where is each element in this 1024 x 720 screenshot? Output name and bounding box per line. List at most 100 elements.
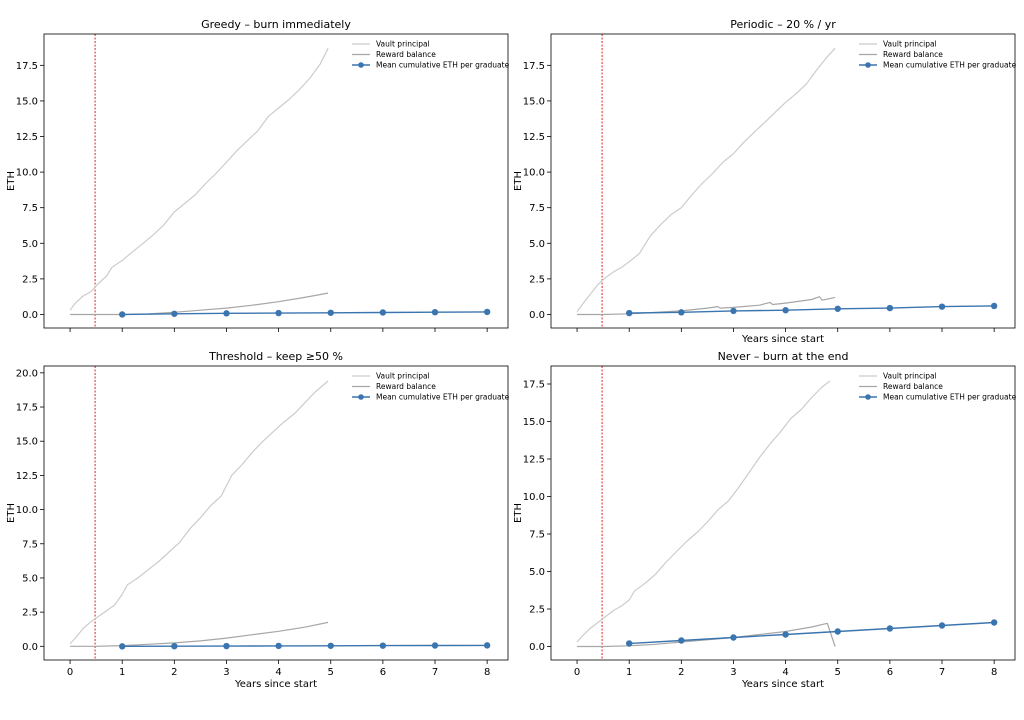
x-tick-label: 0 [574,667,580,678]
x-tick-label: 1 [119,667,125,678]
x-tick-label: 2 [678,667,684,678]
subplot-title: Threshold – keep ≥50 % [208,350,343,363]
x-tick-label: 6 [887,667,893,678]
series-line-1 [69,380,329,645]
data-point [483,308,491,316]
x-axis-label: Years since start [741,679,824,690]
y-tick-label: 10.0 [523,168,545,179]
x-tick-label: 1 [626,667,632,678]
data-point [834,628,841,635]
subplot-title: Never – burn at the end [718,350,849,363]
data-point [119,311,126,318]
legend-entry: Reward balance [883,382,943,391]
x-tick-label: 4 [782,667,788,678]
legend-entry: Vault principal [883,40,937,49]
subplot-3: Threshold – keep ≥50 %0.02.55.07.510.012… [6,350,510,690]
data-point [119,643,126,650]
x-tick-label: 7 [432,667,438,678]
legend-entry: Reward balance [376,50,436,59]
legend-marker [865,62,871,68]
data-point [275,309,282,317]
series-line-3 [122,644,488,647]
x-tick-label: 0 [67,667,73,678]
data-point [730,307,737,315]
y-tick-label: 5.0 [529,567,545,578]
y-tick-label: 17.5 [16,403,38,414]
legend-entry: Reward balance [883,50,943,59]
legend-entry: Reward balance [376,382,436,391]
x-tick-label: 3 [223,667,229,678]
y-tick-label: 0.0 [529,642,545,653]
legend-entry: Mean cumulative ETH per graduate [883,61,1017,70]
x-axis-label: Years since start [234,679,317,690]
data-point [782,631,789,638]
y-axis-label: ETH [6,503,17,523]
legend-entry: Mean cumulative ETH per graduate [376,61,510,70]
series-line-2 [70,621,329,647]
series-line-1 [69,47,329,311]
series-line-2 [70,292,329,316]
data-point [275,642,282,650]
subplot-title: Periodic – 20 % / yr [730,18,836,31]
data-point [782,307,789,314]
y-tick-label: 17.5 [523,61,545,72]
series-line-3 [629,621,995,645]
y-tick-label: 7.5 [529,530,545,541]
data-point [431,308,439,316]
y-axis-label: ETH [513,503,524,523]
y-tick-label: 12.5 [523,455,545,466]
data-point [327,309,334,316]
legend-entry: Vault principal [376,372,430,381]
data-point [171,642,178,650]
data-point [990,302,998,310]
plot-frame [43,365,509,661]
data-point [223,310,230,317]
y-tick-label: 15.0 [16,96,38,107]
x-tick-label: 6 [380,667,386,678]
y-tick-label: 5.0 [22,573,38,584]
plot-frame [43,33,509,329]
y-tick-label: 15.0 [16,437,38,448]
legend-entry: Mean cumulative ETH per graduate [376,393,510,402]
y-axis-label: ETH [6,171,17,191]
x-tick-label: 8 [484,667,490,678]
data-point [327,642,334,649]
data-point [990,619,998,626]
series-line-1 [576,380,831,643]
y-tick-label: 17.5 [16,61,38,72]
data-point [431,642,439,649]
subplot-2: Periodic – 20 % / yr 0.0 2.5 5.0 7.5 10.0 12.5… [513,18,1017,345]
x-tick-label: 8 [991,667,997,678]
y-tick-label: 10.0 [523,492,545,503]
legend-entry: Mean cumulative ETH per graduate [883,393,1017,402]
y-tick-label: 7.5 [529,203,545,214]
y-tick-label: 17.5 [523,380,545,391]
x-tick-label: 2 [171,667,177,678]
y-tick-label: 0.0 [529,310,545,321]
y-tick-label: 2.5 [529,605,545,616]
data-point [626,640,633,647]
y-tick-label: 15.0 [523,96,545,107]
y-tick-label: 20.0 [16,368,38,379]
data-point [938,303,946,310]
y-tick-label: 2.5 [529,274,545,285]
data-point [483,642,491,649]
subplot-4: Never – burn at the end 0.0 2.5 5.0 7.5 10.0 1… [513,350,1017,690]
x-tick-label: 5 [328,667,334,678]
data-point [678,637,685,644]
y-tick-label: 12.5 [16,132,38,143]
data-point [379,642,387,649]
series-line-3 [122,311,488,316]
legend-entry: Vault principal [883,372,937,381]
legend-marker [865,394,871,400]
y-axis-label: ETH [513,171,524,191]
data-point [223,642,230,650]
y-tick-label: 5.0 [22,239,38,250]
x-tick-label: 3 [730,667,736,678]
x-axis-label: Years since start [741,334,824,345]
data-point [938,622,946,629]
y-tick-label: 5.0 [529,239,545,250]
